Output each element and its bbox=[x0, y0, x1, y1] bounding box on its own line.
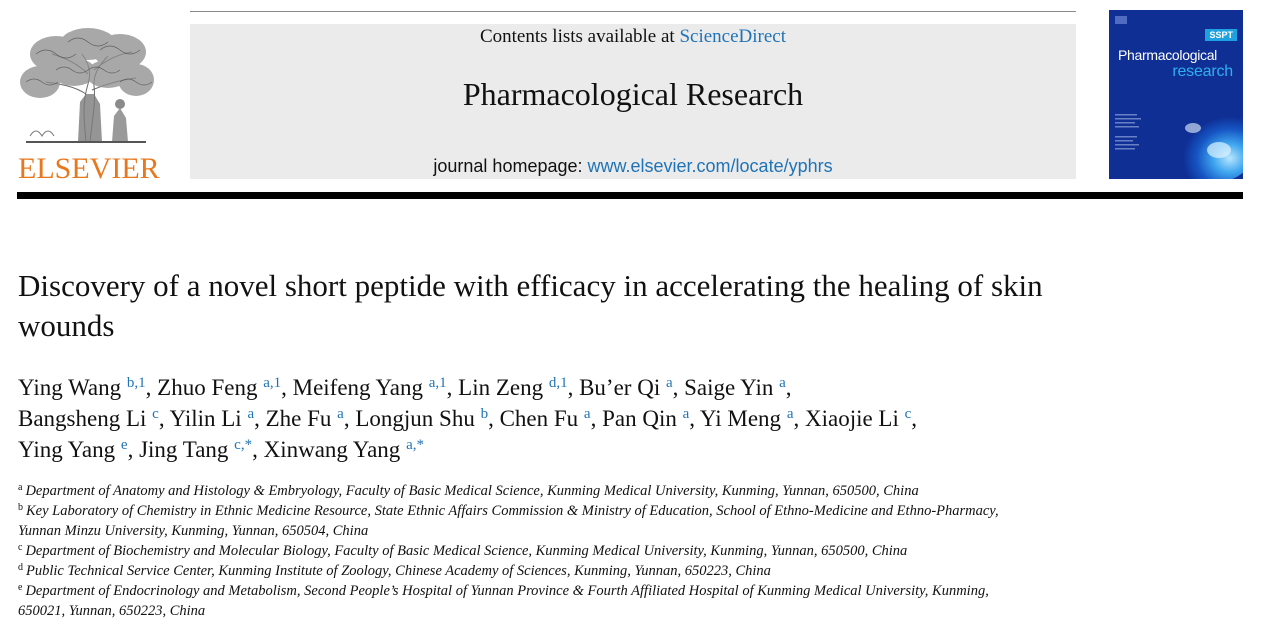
affiliation-item: c Department of Biochemistry and Molecula… bbox=[18, 541, 1118, 561]
author-affiliation-marker[interactable]: a bbox=[337, 406, 344, 422]
article-title: Discovery of a novel short peptide with … bbox=[18, 268, 1043, 343]
header-top-rule bbox=[190, 11, 1076, 12]
homepage-prefix: journal homepage: bbox=[433, 156, 588, 176]
affiliation-text: Department of Anatomy and Histology & Em… bbox=[25, 483, 919, 499]
author-name[interactable]: Yilin Li a bbox=[169, 406, 254, 431]
affiliation-list: a Department of Anatomy and Histology & E… bbox=[18, 481, 1118, 621]
author-affiliation-marker[interactable]: a,1 bbox=[428, 375, 447, 391]
author-name[interactable]: Xiaojie Li c bbox=[805, 406, 911, 431]
author-name-text[interactable]: Ying Wang bbox=[18, 375, 122, 400]
header-divider bbox=[17, 192, 1243, 199]
author-name-text[interactable]: Longjun Shu bbox=[355, 406, 475, 431]
author-affiliation-marker[interactable]: a bbox=[682, 406, 690, 422]
affiliation-label: d bbox=[18, 562, 23, 573]
author-name[interactable]: Zhuo Feng a,1 bbox=[157, 375, 281, 400]
author-affiliation-marker[interactable]: a bbox=[247, 406, 255, 422]
author-affiliation-marker[interactable]: a bbox=[583, 406, 591, 422]
elsevier-wordmark: ELSEVIER bbox=[18, 152, 160, 185]
contents-prefix: Contents lists available at bbox=[479, 26, 680, 47]
author-affiliation-marker[interactable]: a bbox=[665, 375, 673, 391]
affiliation-label: b bbox=[18, 502, 23, 513]
author-name[interactable]: Longjun Shu b bbox=[355, 406, 488, 431]
affiliation-label: a bbox=[18, 482, 23, 493]
author-name-text[interactable]: Zhuo Feng bbox=[157, 375, 258, 400]
author-name[interactable]: Ying Yang e bbox=[18, 437, 128, 462]
author-name[interactable]: Lin Zeng d,1 bbox=[458, 375, 567, 400]
cover-artwork-icon bbox=[1109, 10, 1243, 179]
author-affiliation-marker[interactable]: a bbox=[786, 406, 794, 422]
affiliation-label: e bbox=[18, 582, 23, 593]
author-name-text[interactable]: Yi Meng bbox=[699, 406, 782, 431]
author-name-text[interactable]: Jing Tang bbox=[139, 437, 229, 462]
affiliation-text: Key Laboratory of Chemistry in Ethnic Me… bbox=[26, 503, 999, 519]
author-name-text[interactable]: Pan Qin bbox=[602, 406, 677, 431]
author-name-text[interactable]: Zhe Fu bbox=[265, 406, 332, 431]
author-name[interactable]: Chen Fu a bbox=[500, 406, 591, 431]
affiliation-text: Department of Biochemistry and Molecular… bbox=[25, 543, 908, 559]
homepage-line: journal homepage: www.elsevier.com/locat… bbox=[190, 156, 1076, 177]
affiliation-text: Public Technical Service Center, Kunming… bbox=[26, 563, 771, 579]
affiliation-text: 650021, Yunnan, 650223, China bbox=[18, 603, 206, 619]
author-name[interactable]: Yi Meng a bbox=[700, 406, 794, 431]
author-name[interactable]: Meifeng Yang a,1 bbox=[293, 375, 447, 400]
author-name[interactable]: Xinwang Yang a,* bbox=[264, 437, 424, 462]
author-name[interactable]: Pan Qin a bbox=[602, 406, 689, 431]
author-name-text[interactable]: Yilin Li bbox=[169, 406, 242, 431]
author-name-text[interactable]: Lin Zeng bbox=[458, 375, 544, 400]
author-name-text[interactable]: Chen Fu bbox=[499, 406, 579, 431]
journal-cover[interactable]: SSPT Pharmacological research bbox=[1109, 10, 1243, 179]
cover-title-line1: Pharmacological bbox=[1118, 47, 1217, 63]
affiliation-text: Department of Endocrinology and Metaboli… bbox=[25, 583, 989, 599]
author-name[interactable]: Bangsheng Li c bbox=[18, 406, 159, 431]
journal-banner: Contents lists available at ScienceDirec… bbox=[190, 24, 1076, 179]
affiliation-item: d Public Technical Service Center, Kunmin… bbox=[18, 561, 1118, 581]
author-affiliation-marker[interactable]: c bbox=[152, 406, 159, 422]
affiliation-item: e Department of Endocrinology and Metabol… bbox=[18, 581, 1118, 621]
author-name-text[interactable]: Meifeng Yang bbox=[292, 375, 423, 400]
author-affiliation-marker[interactable]: a bbox=[779, 375, 786, 391]
affiliation-item: a Department of Anatomy and Histology & E… bbox=[18, 481, 1118, 501]
cover-badge: SSPT bbox=[1205, 29, 1237, 41]
author-affiliation-marker[interactable]: b bbox=[480, 406, 489, 422]
author-name[interactable]: Zhe Fu a bbox=[266, 406, 344, 431]
author-list: Ying Wang b,1, Zhuo Feng a,1, Meifeng Ya… bbox=[18, 375, 918, 462]
author-affiliation-marker[interactable]: a,1 bbox=[263, 375, 282, 391]
affiliation-label: c bbox=[18, 542, 23, 553]
author-name[interactable]: Ying Wang b,1 bbox=[18, 375, 146, 400]
author-name-text[interactable]: Saige Yin bbox=[684, 375, 774, 400]
author-name[interactable]: Jing Tang c,* bbox=[139, 437, 252, 462]
contents-line: Contents lists available at ScienceDirec… bbox=[190, 26, 1076, 48]
author-affiliation-marker[interactable]: a,* bbox=[406, 437, 424, 453]
elsevier-logo[interactable]: ELSEVIER bbox=[16, 24, 160, 185]
cover-title-line2: research bbox=[1172, 63, 1233, 80]
author-name[interactable]: Bu’er Qi a bbox=[579, 375, 673, 400]
journal-title[interactable]: Pharmacological Research bbox=[462, 76, 804, 112]
author-name-text[interactable]: Xinwang Yang bbox=[263, 437, 401, 462]
affiliation-text: Yunnan Minzu University, Kunming, Yunnan… bbox=[18, 523, 369, 539]
author-name-text[interactable]: Xiaojie Li bbox=[804, 406, 899, 431]
journal-homepage-link[interactable]: www.elsevier.com/locate/yphrs bbox=[587, 156, 833, 176]
affiliation-item: b Key Laboratory of Chemistry in Ethnic M… bbox=[18, 501, 1118, 541]
author-name[interactable]: Saige Yin a bbox=[684, 375, 786, 400]
author-name-text[interactable]: Bangsheng Li bbox=[18, 406, 147, 431]
author-name-text[interactable]: Ying Yang bbox=[18, 437, 116, 462]
author-affiliation-marker[interactable]: b,1 bbox=[126, 375, 146, 391]
author-affiliation-marker[interactable]: c bbox=[904, 406, 912, 422]
author-affiliation-marker[interactable]: d,1 bbox=[548, 375, 568, 391]
elsevier-tree-icon bbox=[16, 24, 158, 150]
author-name-text[interactable]: Bu’er Qi bbox=[579, 375, 661, 400]
author-affiliation-marker[interactable]: e bbox=[120, 437, 128, 453]
sciencedirect-link[interactable]: ScienceDirect bbox=[679, 26, 787, 47]
author-affiliation-marker[interactable]: c,* bbox=[234, 437, 253, 453]
